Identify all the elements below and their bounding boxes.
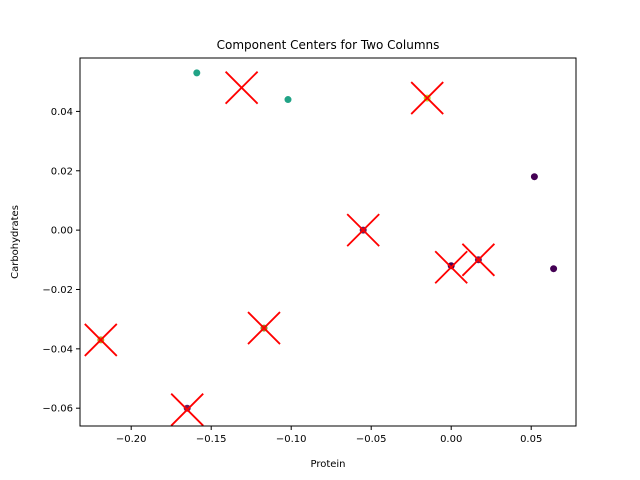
center-marker — [84, 323, 118, 357]
center-marker — [170, 393, 204, 427]
center-marker — [247, 311, 281, 345]
x-tick-label: −0.15 — [196, 434, 227, 445]
y-tick-label: −0.04 — [42, 344, 73, 355]
center-markers — [84, 71, 496, 427]
center-marker — [410, 81, 444, 115]
data-point — [183, 404, 191, 412]
data-point — [193, 69, 201, 77]
y-tick-label: 0.00 — [51, 226, 73, 237]
x-tick-label: −0.20 — [116, 434, 147, 445]
x-tick-label: −0.10 — [276, 434, 307, 445]
y-tick-label: −0.06 — [42, 404, 73, 415]
center-marker — [224, 71, 259, 105]
center-marker — [461, 243, 496, 277]
plot-frame — [79, 57, 577, 427]
data-point — [550, 265, 558, 273]
x-axis-title: Protein — [310, 459, 345, 470]
y-tick-label: 0.04 — [51, 107, 73, 118]
x-tick-label: 0.00 — [440, 434, 462, 445]
data-point — [530, 173, 538, 181]
x-axis-ticks: −0.20 −0.15 −0.10 −0.05 0.00 0.05 — [116, 426, 542, 445]
data-point — [447, 262, 455, 270]
y-axis-ticks: −0.06 −0.04 −0.02 0.00 0.02 0.04 — [42, 107, 80, 415]
center-marker — [346, 213, 380, 247]
y-tick-label: −0.02 — [42, 285, 73, 296]
y-axis-title: Carbohydrates — [10, 205, 21, 279]
chart-title: Component Centers for Two Columns — [217, 38, 440, 52]
y-tick-label: 0.02 — [51, 166, 73, 177]
center-marker — [434, 250, 468, 284]
data-point — [284, 96, 292, 104]
x-tick-label: 0.05 — [520, 434, 542, 445]
x-tick-label: −0.05 — [356, 434, 387, 445]
